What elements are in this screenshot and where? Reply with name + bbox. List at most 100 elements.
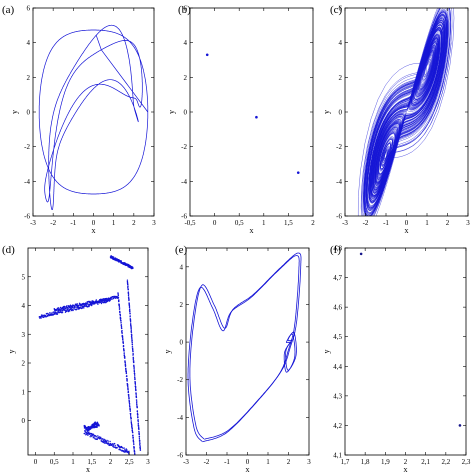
x-tick-label: 2,3 (462, 458, 471, 466)
data-point (121, 332, 123, 334)
data-point (132, 353, 134, 355)
data-point (125, 371, 128, 373)
data-point (96, 426, 98, 428)
data-point (134, 382, 136, 384)
data-point (132, 358, 134, 361)
x-tick-label: 1 (112, 219, 116, 227)
data-point (130, 415, 132, 417)
x-tick-label: 1,7 (341, 458, 350, 466)
data-point (127, 291, 130, 293)
series-line (285, 331, 297, 371)
data-point (139, 449, 142, 451)
data-point (138, 426, 140, 428)
data-point (126, 279, 129, 281)
data-point (128, 306, 131, 309)
data-point (138, 434, 140, 436)
data-point (127, 391, 130, 393)
data-point (127, 285, 129, 287)
data-point (117, 296, 120, 299)
data-point (95, 299, 98, 301)
data-point (128, 403, 131, 405)
data-point (76, 303, 79, 305)
data-point (118, 447, 121, 449)
data-point (128, 398, 130, 400)
series-line (38, 24, 149, 211)
panel-label: (e) (175, 244, 188, 256)
data-point (124, 364, 127, 366)
data-point (121, 327, 123, 330)
data-point (132, 349, 134, 351)
data-point (89, 436, 91, 438)
data-point (124, 363, 127, 365)
data-point (130, 322, 132, 324)
data-point (133, 360, 135, 362)
data-point (131, 344, 134, 346)
y-axis-label: y (322, 110, 331, 114)
data-point (132, 436, 134, 439)
chart-panel: -3 -2 -1 0 1 2 3 -6 -4 -2 0 2 4 x y (e) (163, 244, 311, 474)
y-tick-label: 4,3 (333, 392, 342, 400)
y-tick-label: 6 (339, 5, 343, 13)
plot-frame (185, 247, 310, 456)
data-point (133, 448, 135, 450)
data-point (120, 322, 122, 324)
y-axis-label: y (167, 110, 176, 114)
data-point (131, 334, 133, 337)
data-point (40, 317, 42, 319)
data-point (102, 441, 105, 444)
data-point (135, 388, 137, 391)
data-point (134, 380, 136, 383)
data-point (117, 294, 120, 297)
data-point (65, 307, 67, 310)
data-point (120, 260, 123, 262)
data-point (130, 417, 132, 419)
y-tick-label: 4 (22, 302, 26, 310)
data-point (122, 340, 124, 343)
data-point (129, 319, 132, 321)
data-point (458, 424, 462, 427)
data-point (137, 416, 139, 418)
y-tick-label: -6 (24, 213, 30, 221)
data-point (95, 436, 98, 438)
data-point (126, 384, 129, 386)
data-point (109, 440, 111, 443)
data-point (111, 444, 113, 446)
y-tick-label: 4,2 (333, 422, 342, 430)
data-point (128, 396, 130, 399)
data-point (126, 375, 128, 377)
data-point (120, 317, 122, 320)
panel-label: (d) (2, 244, 15, 256)
x-tick-label: 3 (466, 219, 470, 227)
data-point (112, 444, 114, 447)
data-point (133, 365, 135, 368)
data-point (128, 305, 131, 308)
data-point (128, 401, 131, 403)
data-point (125, 367, 127, 370)
y-tick-label: -4 (181, 178, 187, 186)
data-point (84, 305, 86, 308)
data-point (101, 438, 104, 440)
data-point (138, 435, 141, 438)
y-tick-label: 2 (22, 360, 26, 368)
data-point (138, 428, 140, 431)
y-tick-label: 4,8 (333, 245, 342, 253)
data-point (131, 338, 133, 340)
y-tick-label: 4,7 (333, 274, 342, 282)
data-point (124, 361, 126, 363)
data-point (107, 440, 109, 442)
data-point (135, 387, 137, 389)
data-point (124, 449, 127, 452)
y-tick-label: 4 (180, 263, 184, 271)
data-point (118, 308, 121, 310)
x-tick-label: 3 (146, 458, 150, 466)
data-point (130, 326, 132, 328)
x-tick-label: -2 (204, 458, 210, 466)
data-point (134, 453, 136, 455)
data-point (70, 308, 73, 310)
data-point (129, 406, 131, 408)
data-point (133, 366, 135, 369)
data-point (109, 299, 112, 301)
y-tick-label: 4,5 (333, 333, 342, 341)
data-point (85, 434, 87, 436)
data-point (123, 350, 125, 352)
